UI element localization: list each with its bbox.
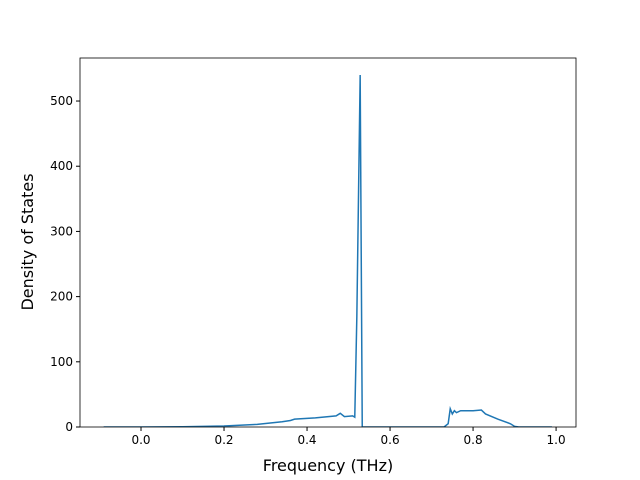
y-axis-label: Density of States (18, 173, 37, 310)
line (103, 74, 552, 427)
y-tick-label: 200 (50, 290, 73, 304)
y-tick-label: 0 (65, 420, 73, 434)
x-tick-label: 0.4 (297, 433, 316, 447)
y-tick-label: 400 (50, 159, 73, 173)
x-tick-label: 0.0 (131, 433, 150, 447)
x-tick-label: 0.6 (381, 433, 400, 447)
y-tick-label: 500 (50, 94, 73, 108)
y-tick-label: 100 (50, 355, 73, 369)
x-tick-label: 0.2 (214, 433, 233, 447)
x-tick-label: 1.0 (547, 433, 566, 447)
x-tick-label: 0.8 (464, 433, 483, 447)
x-axis-label: Frequency (THz) (263, 456, 393, 475)
axes-frame (79, 57, 577, 428)
y-tick-label: 300 (50, 224, 73, 238)
